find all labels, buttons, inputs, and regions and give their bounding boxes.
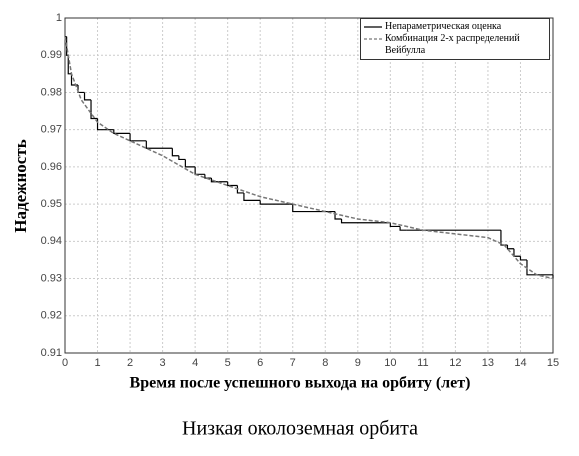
x-tick-label: 8 [322,357,328,369]
step-segment [83,92,92,101]
legend-label: Комбинация 2-х распределений Вейбулла [385,33,520,56]
y-tick-label: 0.99 [41,49,62,61]
step-segment [204,174,212,179]
y-tick-label: 0.97 [41,124,62,136]
y-tick-label: 0.96 [41,161,62,173]
legend-swatch [364,26,382,28]
step-segment [171,148,179,157]
x-tick-label: 1 [94,357,100,369]
step-segment [236,185,244,194]
plot-frame [64,17,554,354]
fit-line [64,36,554,280]
step-segment [178,155,186,161]
step-segment [113,129,131,134]
step-segment [194,166,205,175]
x-tick-label: 5 [225,357,231,369]
step-segment [506,245,514,250]
legend-swatch [364,38,382,40]
y-tick-label: 0.93 [41,272,62,284]
step-segment [227,181,238,187]
step-segment [513,248,521,257]
y-tick-label: 0.94 [41,235,62,247]
x-tick-label: 11 [417,357,428,369]
y-tick-label: 0.98 [41,86,62,98]
caption: Низкая околоземная орбита [182,418,418,440]
legend-entry: Непараметрическая оценка [364,21,546,33]
step-segment [243,192,261,201]
y-tick-label: 1 [56,12,62,24]
step-segment [67,55,72,75]
legend-label: Непараметрическая оценка [385,21,502,32]
step-segment [519,256,527,261]
x-tick-label: 6 [257,357,263,369]
step-segment [145,140,173,149]
step-segment [399,226,407,231]
step-segment [129,133,147,142]
legend-entry: Комбинация 2-х распределений Вейбулла [364,33,546,57]
x-tick-label: 12 [449,357,461,369]
legend: Непараметрическая оценка Комбинация 2-х р… [360,18,550,60]
x-tick-label: 13 [482,357,494,369]
x-tick-label: 3 [160,357,166,369]
step-segment [340,219,391,224]
x-tick-label: 0 [62,357,68,369]
y-axis-label: Надежность [11,139,30,232]
step-segment [77,85,85,94]
step-segment [389,222,401,228]
x-tick-label: 15 [547,357,559,369]
step-segment [500,230,508,246]
step-segment [210,178,228,183]
y-tick-label: 0.95 [41,198,62,210]
step-segment [90,99,98,120]
x-tick-label: 14 [514,357,526,369]
y-tick-label: 0.91 [41,347,62,359]
step-segment [184,159,196,168]
y-tick-label: 0.92 [41,310,62,322]
x-tick-label: 2 [127,357,133,369]
x-tick-label: 4 [192,357,198,369]
step-segment [292,204,336,213]
x-tick-label: 10 [384,357,396,369]
x-tick-label: 9 [355,357,361,369]
step-segment [259,200,293,205]
x-tick-label: 7 [290,357,296,369]
x-axis-label: Время после успешного выхода на орбиту (… [130,375,471,392]
step-segment [526,259,553,276]
